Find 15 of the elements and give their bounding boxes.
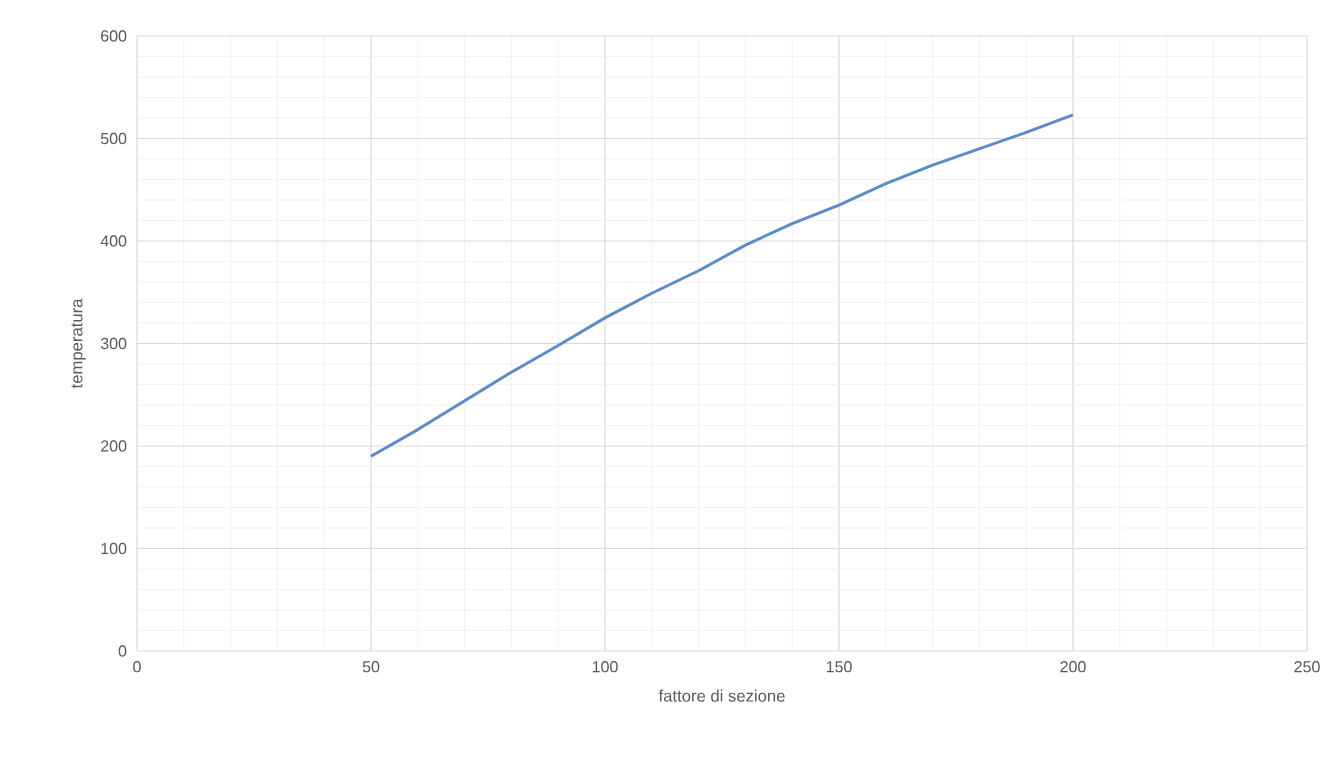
x-axis-title: fattore di sezione xyxy=(658,689,785,702)
x-tick-label: 50 xyxy=(362,661,380,673)
y-axis-title: temperatura xyxy=(71,298,86,389)
x-tick-label: 200 xyxy=(1060,661,1086,673)
x-tick-label: 150 xyxy=(826,661,852,673)
y-tick-label: 200 xyxy=(101,440,127,452)
y-tick-label: 100 xyxy=(101,542,127,555)
y-tick-label: 0 xyxy=(118,645,127,657)
y-tick-label: 300 xyxy=(100,337,127,350)
y-tick-label: 400 xyxy=(100,235,127,247)
x-tick-label: 250 xyxy=(1294,661,1320,673)
x-tick-label: 100 xyxy=(592,661,618,673)
y-tick-label: 500 xyxy=(100,132,127,145)
y-tick-label: 600 xyxy=(101,30,127,42)
x-tick-label: 0 xyxy=(133,661,141,673)
